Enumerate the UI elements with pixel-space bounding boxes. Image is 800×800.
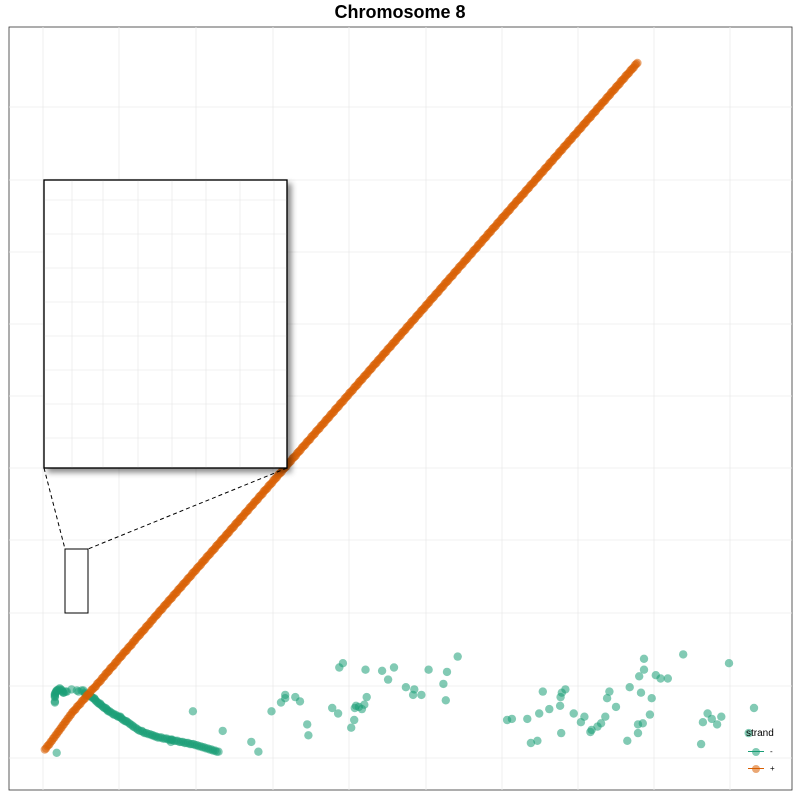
point-minus bbox=[328, 703, 337, 713]
legend-title: strand bbox=[746, 728, 774, 739]
point-minus bbox=[214, 747, 223, 756]
point-minus bbox=[749, 703, 759, 713]
point-minus bbox=[533, 736, 542, 745]
point-minus bbox=[333, 709, 343, 718]
point-minus bbox=[545, 704, 554, 714]
point-minus bbox=[638, 719, 647, 728]
point-minus bbox=[362, 692, 371, 702]
point-minus bbox=[639, 665, 649, 674]
legend-item-minus: - bbox=[746, 743, 790, 760]
point-minus bbox=[623, 736, 632, 745]
point-minus bbox=[712, 720, 722, 729]
main-points-layer bbox=[40, 58, 759, 757]
point-minus bbox=[535, 709, 544, 718]
point-minus bbox=[281, 690, 290, 700]
point-minus bbox=[383, 675, 393, 684]
point-minus bbox=[647, 694, 656, 703]
point-minus bbox=[377, 666, 387, 675]
point-minus bbox=[645, 710, 655, 719]
point-minus bbox=[453, 652, 462, 661]
point-minus bbox=[303, 720, 312, 729]
point-minus bbox=[724, 659, 734, 668]
point-minus bbox=[247, 737, 256, 747]
point-minus bbox=[635, 672, 644, 681]
point-minus bbox=[254, 747, 263, 756]
point-minus bbox=[707, 714, 716, 724]
point-minus bbox=[410, 685, 419, 694]
point-minus bbox=[555, 701, 565, 710]
point-minus bbox=[442, 667, 452, 677]
legend-item-plus: + bbox=[746, 760, 790, 777]
point-minus bbox=[116, 712, 125, 721]
point-minus bbox=[605, 687, 614, 696]
point-plus bbox=[633, 58, 642, 68]
chart-title: Chromosome 8 bbox=[334, 2, 466, 22]
legend-label-plus: + bbox=[770, 764, 775, 773]
inset-gridlines bbox=[44, 180, 287, 468]
point-minus bbox=[267, 707, 276, 716]
legend-key-plus bbox=[746, 762, 766, 776]
point-minus bbox=[338, 659, 348, 668]
inset-border bbox=[43, 179, 288, 469]
point-minus bbox=[424, 665, 433, 674]
point-minus bbox=[441, 696, 450, 705]
point-minus bbox=[611, 702, 621, 712]
point-minus bbox=[439, 679, 448, 689]
point-minus bbox=[696, 739, 706, 749]
point-minus bbox=[596, 719, 606, 728]
point-minus bbox=[188, 707, 198, 716]
point-minus bbox=[698, 718, 708, 727]
point-minus bbox=[526, 738, 536, 748]
point-minus bbox=[218, 726, 227, 736]
point-minus bbox=[347, 723, 356, 732]
legend-key-minus bbox=[746, 745, 766, 759]
point-minus bbox=[361, 665, 370, 674]
point-minus bbox=[580, 712, 589, 721]
point-minus bbox=[538, 687, 547, 696]
point-minus bbox=[350, 715, 359, 725]
zoom-region-box bbox=[64, 548, 89, 614]
point-minus bbox=[417, 690, 426, 700]
point-minus bbox=[636, 688, 646, 697]
point-minus bbox=[556, 692, 565, 702]
legend: strand - + bbox=[746, 728, 790, 777]
point-minus bbox=[304, 731, 313, 740]
point-minus bbox=[167, 735, 176, 744]
point-minus bbox=[656, 674, 665, 683]
point-minus bbox=[507, 714, 517, 724]
point-minus bbox=[744, 728, 753, 738]
inset-panel bbox=[43, 179, 288, 469]
point-minus bbox=[601, 712, 610, 721]
point-minus bbox=[602, 694, 612, 703]
point-minus bbox=[401, 683, 411, 692]
point-minus bbox=[633, 728, 643, 738]
point-minus bbox=[360, 700, 369, 709]
point-minus bbox=[679, 650, 688, 659]
point-minus bbox=[561, 685, 570, 694]
point-minus bbox=[639, 654, 649, 663]
point-minus bbox=[717, 712, 726, 721]
point-minus bbox=[663, 674, 672, 683]
point-minus bbox=[295, 697, 305, 706]
point-minus bbox=[52, 748, 61, 757]
zoom-connector-right bbox=[87, 467, 288, 550]
legend-label-minus: - bbox=[770, 747, 773, 756]
point-minus bbox=[625, 683, 634, 692]
major-gridlines bbox=[9, 27, 792, 790]
point-minus bbox=[389, 663, 399, 672]
point-minus bbox=[523, 714, 532, 724]
point-minus bbox=[569, 709, 578, 718]
point-minus bbox=[557, 728, 566, 738]
